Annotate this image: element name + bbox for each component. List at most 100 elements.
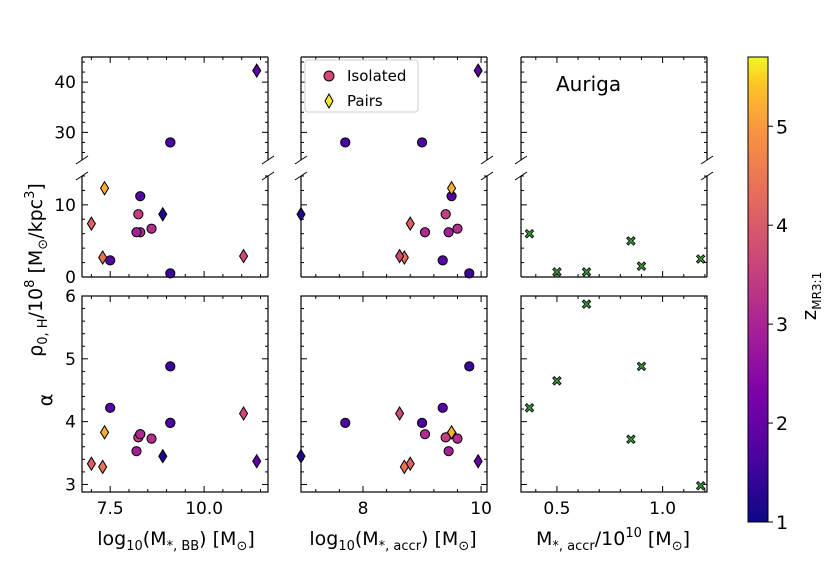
pairs-point-accr-rho (473, 63, 483, 79)
panel-alpha-col3-frame (520, 295, 708, 493)
isolated-point-accr-rho (416, 137, 428, 148)
points-layer (86, 63, 706, 491)
isolated-point-bb-rho (105, 255, 116, 266)
isolated-point-accr-rho (443, 227, 454, 238)
auriga-point-rho (626, 236, 636, 246)
auriga-point-rho (552, 267, 562, 277)
isolated-point-bb-rho (165, 268, 176, 279)
colorbar-gradient (747, 56, 769, 523)
auriga-point-rho (524, 228, 535, 239)
y-tick-label-rtop: 30 (54, 123, 76, 143)
isolated-point-accr-rho (464, 268, 475, 279)
y-label-alpha: α (35, 394, 57, 407)
x-label-col1: log10(M*, BB) [M⊙] (97, 528, 255, 554)
auriga-point-rho (695, 254, 706, 264)
auriga-point-alpha (581, 299, 592, 309)
isolated-point-bb-alpha (146, 433, 157, 444)
isolated-point-accr-alpha (443, 446, 454, 457)
colorbar-tick-label: 2 (776, 413, 788, 435)
colorbar-tick-label: 3 (776, 314, 788, 336)
panel-rbot-col3-break-mark (514, 171, 528, 181)
pairs-point-accr-alpha (405, 456, 415, 472)
y-tick-label-rtop: 40 (54, 73, 76, 93)
isolated-point-bb-alpha (165, 361, 176, 372)
isolated-point-accr-alpha (452, 433, 463, 444)
legend-isolated-label: Isolated (347, 67, 406, 85)
isolated-point-accr-alpha (340, 417, 351, 428)
panel-rtop-col1-break-mark (261, 155, 275, 165)
y-label-rho: ρ0, H/108 [M⊙/kpc3] (23, 183, 51, 357)
colorbar-tick-label: 1 (776, 512, 788, 534)
panel-rbot-col2-break-mark (294, 171, 308, 181)
isolated-point-bb-rho (165, 137, 176, 148)
pairs-point-bb-alpha (99, 424, 110, 440)
panel-alpha-col1-frame (81, 295, 269, 493)
pairs-point-bb-rho (86, 216, 96, 232)
auriga-point-rho (581, 267, 592, 277)
pairs-point-bb-alpha (86, 456, 96, 472)
panel-rtop-col3-break-mark (700, 155, 714, 165)
auriga-annotation: Auriga (556, 72, 621, 96)
isolated-point-bb-alpha (135, 429, 146, 440)
pairs-point-accr-rho (405, 216, 415, 232)
isolated-point-bb-alpha (105, 402, 116, 413)
pairs-point-accr-alpha (399, 459, 409, 475)
y-tick-label-alpha: 5 (65, 350, 76, 370)
panel-alpha-col2-frame (300, 295, 488, 493)
pairs-point-accr-alpha (473, 453, 483, 469)
pairs-point-bb-rho (158, 206, 168, 222)
y-tick-label-alpha: 6 (65, 287, 76, 307)
panel-rbot-col3-break-mark (700, 171, 714, 181)
x-label-col3: M*, accr/1010 [M⊙] (536, 526, 690, 554)
y-tick-label-rbot: 0 (65, 268, 76, 288)
pairs-point-bb-rho (98, 250, 108, 265)
x-label-col2: log10(M*, accr) [M⊙] (309, 528, 476, 554)
panels-layer (81, 56, 708, 493)
panel-rtop-col3-break-mark (514, 155, 528, 165)
x-tick-label-col2: 10 (470, 499, 492, 519)
panel-rbot-col1-break-mark (261, 171, 275, 181)
auriga-point-rho (636, 261, 647, 271)
y-tick-label-rbot: 10 (54, 196, 76, 216)
auriga-point-alpha (695, 480, 706, 491)
colorbar: 1 2 3 4 5 zMR3:1 (747, 56, 824, 534)
isolated-point-accr-rho (437, 255, 448, 266)
ticks-layer (75, 57, 714, 492)
y-tick-label-alpha: 4 (65, 413, 76, 433)
auriga-point-alpha (552, 376, 562, 386)
pairs-point-bb-alpha (98, 459, 108, 475)
legend-pairs-marker (324, 92, 334, 110)
isolated-point-accr-rho (419, 227, 431, 238)
panel-rbot-col1-break-mark (75, 171, 89, 181)
pairs-point-bb-rho (238, 248, 249, 264)
pairs-point-accr-rho (446, 180, 457, 196)
isolated-point-accr-rho (452, 223, 463, 234)
isolated-point-bb-rho (133, 209, 144, 220)
pairs-point-bb-alpha (252, 453, 262, 469)
x-tick-label-col3: 0.5 (543, 499, 570, 519)
pairs-point-bb-alpha (158, 448, 168, 464)
auriga-point-alpha (524, 403, 535, 413)
panel-rtop-col1-break-mark (75, 155, 89, 165)
colorbar-tick-label: 5 (776, 116, 788, 138)
pairs-point-accr-rho (395, 248, 405, 264)
isolated-point-accr-alpha (416, 417, 428, 428)
x-tick-label-col1: 7.5 (97, 499, 124, 519)
auriga-point-alpha (636, 361, 647, 372)
pairs-point-bb-alpha (238, 406, 249, 421)
isolated-point-bb-rho (146, 223, 157, 234)
pairs-point-accr-rho (296, 206, 306, 222)
legend-pairs-label: Pairs (347, 92, 383, 110)
legend-isolated-marker (323, 70, 335, 82)
x-tick-label-col2: 8 (358, 499, 369, 519)
x-tick-label-col1: 10.0 (185, 499, 223, 519)
isolated-point-accr-rho (440, 209, 451, 220)
colorbar-label: zMR3:1 (797, 272, 824, 321)
auriga-point-alpha (626, 434, 636, 444)
colorbar-ticks: 1 2 3 4 5 (768, 116, 788, 534)
panel-rbot-col2-break-mark (480, 171, 494, 181)
x-tick-label-col3: 1.0 (649, 499, 676, 519)
colorbar-tick-label: 4 (776, 215, 788, 237)
isolated-point-bb-alpha (165, 417, 176, 428)
